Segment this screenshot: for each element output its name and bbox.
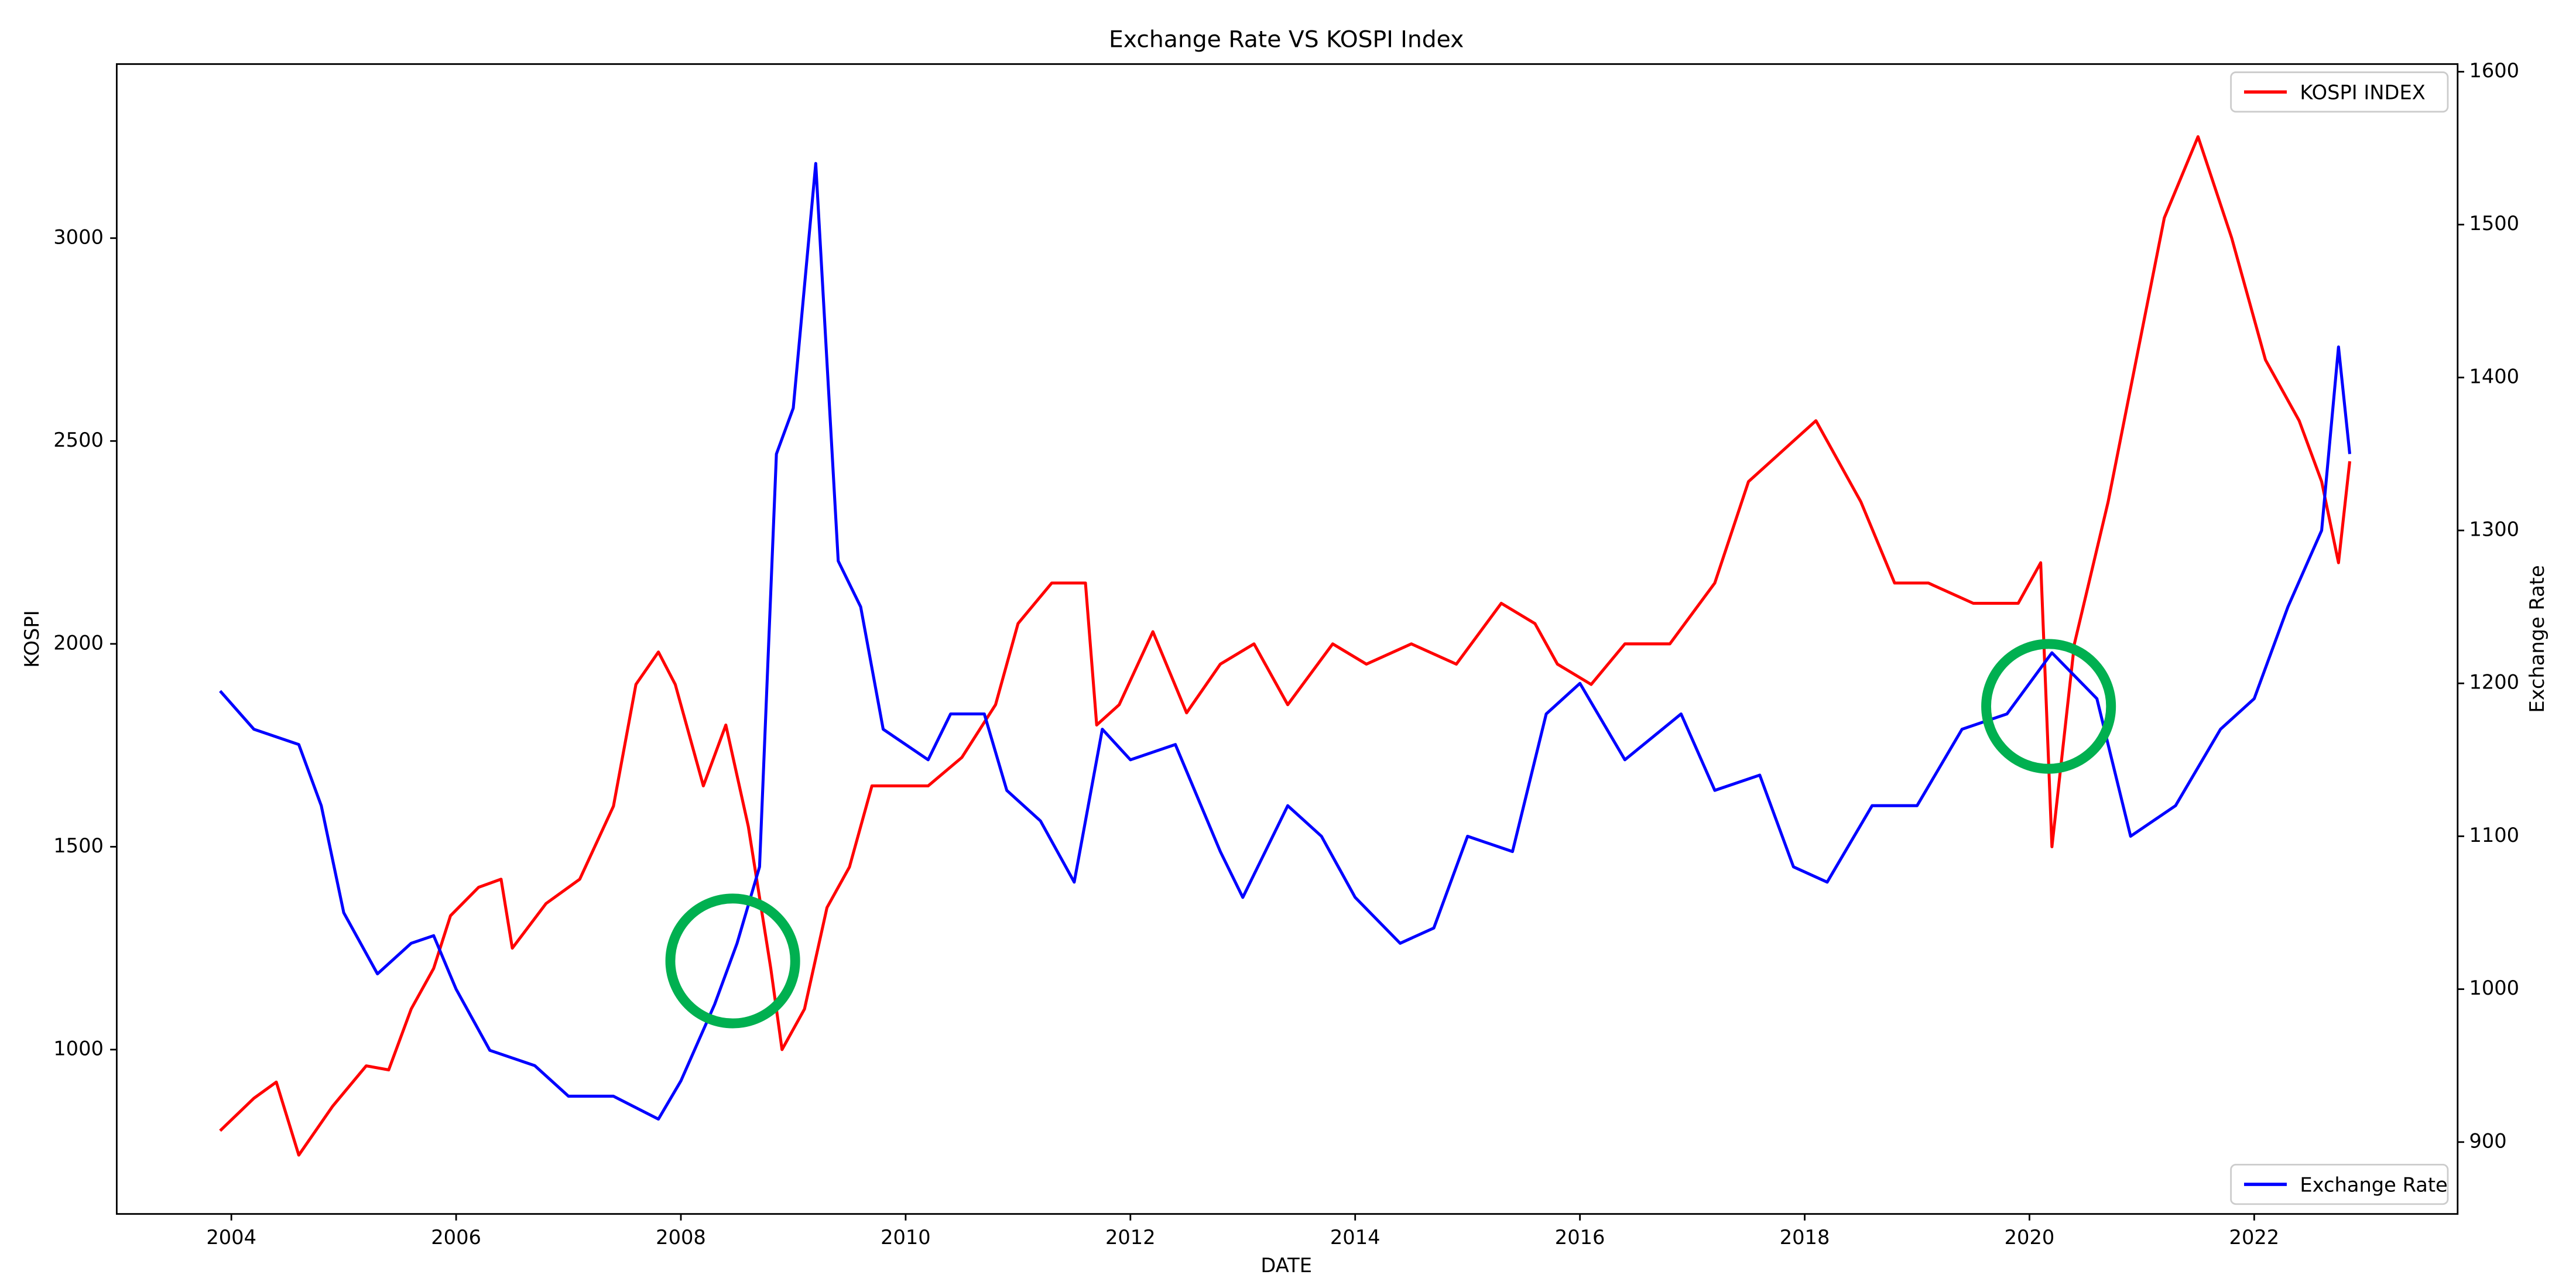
x-tick-label: 2008 (656, 1226, 706, 1249)
y2-tick-label: 1100 (2469, 824, 2519, 847)
y-tick-label: 1000 (53, 1037, 104, 1060)
y-tick-label: 3000 (53, 225, 104, 248)
y2-tick-label: 1500 (2469, 212, 2519, 235)
x-axis-label: DATE (1260, 1254, 1312, 1277)
legend-label: Exchange Rate (2300, 1173, 2447, 1196)
data-line (219, 135, 2352, 1157)
x-tick-label: 2020 (2005, 1226, 2055, 1249)
y-tick-label: 1500 (53, 834, 104, 857)
y2-tick-label: 1600 (2469, 59, 2519, 82)
x-tick-label: 2016 (1555, 1226, 1605, 1249)
x-tick-label: 2012 (1105, 1226, 1156, 1249)
x-tick-label: 2006 (431, 1226, 481, 1249)
x-tick-label: 2014 (1330, 1226, 1381, 1249)
y2-tick-label: 1400 (2469, 365, 2519, 388)
y2-tick-label: 900 (2469, 1129, 2506, 1152)
plot-frame (115, 63, 2459, 1215)
highlight-circle (665, 893, 800, 1029)
y-tick-label: 2000 (53, 631, 104, 654)
x-tick-label: 2022 (2229, 1226, 2280, 1249)
y-axis-label: KOSPI (20, 610, 43, 667)
x-tick-label: 2018 (1780, 1226, 1830, 1249)
highlight-circle (1981, 639, 2116, 774)
chart-title: Exchange Rate VS KOSPI Index (1109, 27, 1464, 53)
legend-box (2230, 1163, 2449, 1205)
x-tick-label: 2010 (881, 1226, 931, 1249)
y2-axis-label: Exchange Rate (2526, 565, 2548, 712)
y2-tick-label: 1300 (2469, 518, 2519, 541)
legend-box (2230, 71, 2449, 113)
y2-tick-label: 1000 (2469, 977, 2519, 999)
y-tick-label: 2500 (53, 429, 104, 451)
y2-tick-label: 1200 (2469, 671, 2519, 694)
x-tick-label: 2004 (206, 1226, 256, 1249)
legend-label: KOSPI INDEX (2300, 81, 2425, 104)
